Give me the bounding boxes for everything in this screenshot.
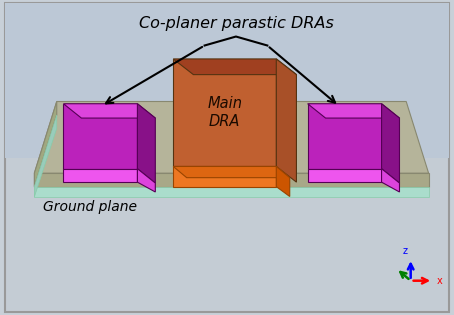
Polygon shape [138, 104, 155, 183]
Polygon shape [308, 169, 381, 182]
Polygon shape [35, 186, 429, 197]
Polygon shape [35, 101, 57, 186]
Text: Main
DRA: Main DRA [207, 96, 242, 129]
Polygon shape [276, 166, 290, 197]
Polygon shape [173, 166, 276, 186]
Polygon shape [173, 166, 290, 178]
Polygon shape [308, 104, 400, 118]
Polygon shape [381, 169, 400, 192]
Polygon shape [308, 104, 381, 169]
Text: Ground plane: Ground plane [43, 200, 137, 214]
Bar [5, 3, 449, 158]
Polygon shape [35, 173, 429, 186]
Polygon shape [35, 115, 57, 197]
Polygon shape [173, 59, 276, 166]
Polygon shape [173, 59, 296, 75]
Polygon shape [64, 169, 138, 182]
Polygon shape [64, 104, 155, 118]
Polygon shape [381, 104, 400, 183]
Text: x: x [437, 276, 442, 286]
Text: Co-planer parastic DRAs: Co-planer parastic DRAs [138, 16, 333, 31]
Polygon shape [276, 59, 296, 182]
Polygon shape [64, 104, 138, 169]
Text: z: z [403, 246, 408, 256]
Polygon shape [138, 169, 155, 192]
Polygon shape [35, 101, 429, 173]
